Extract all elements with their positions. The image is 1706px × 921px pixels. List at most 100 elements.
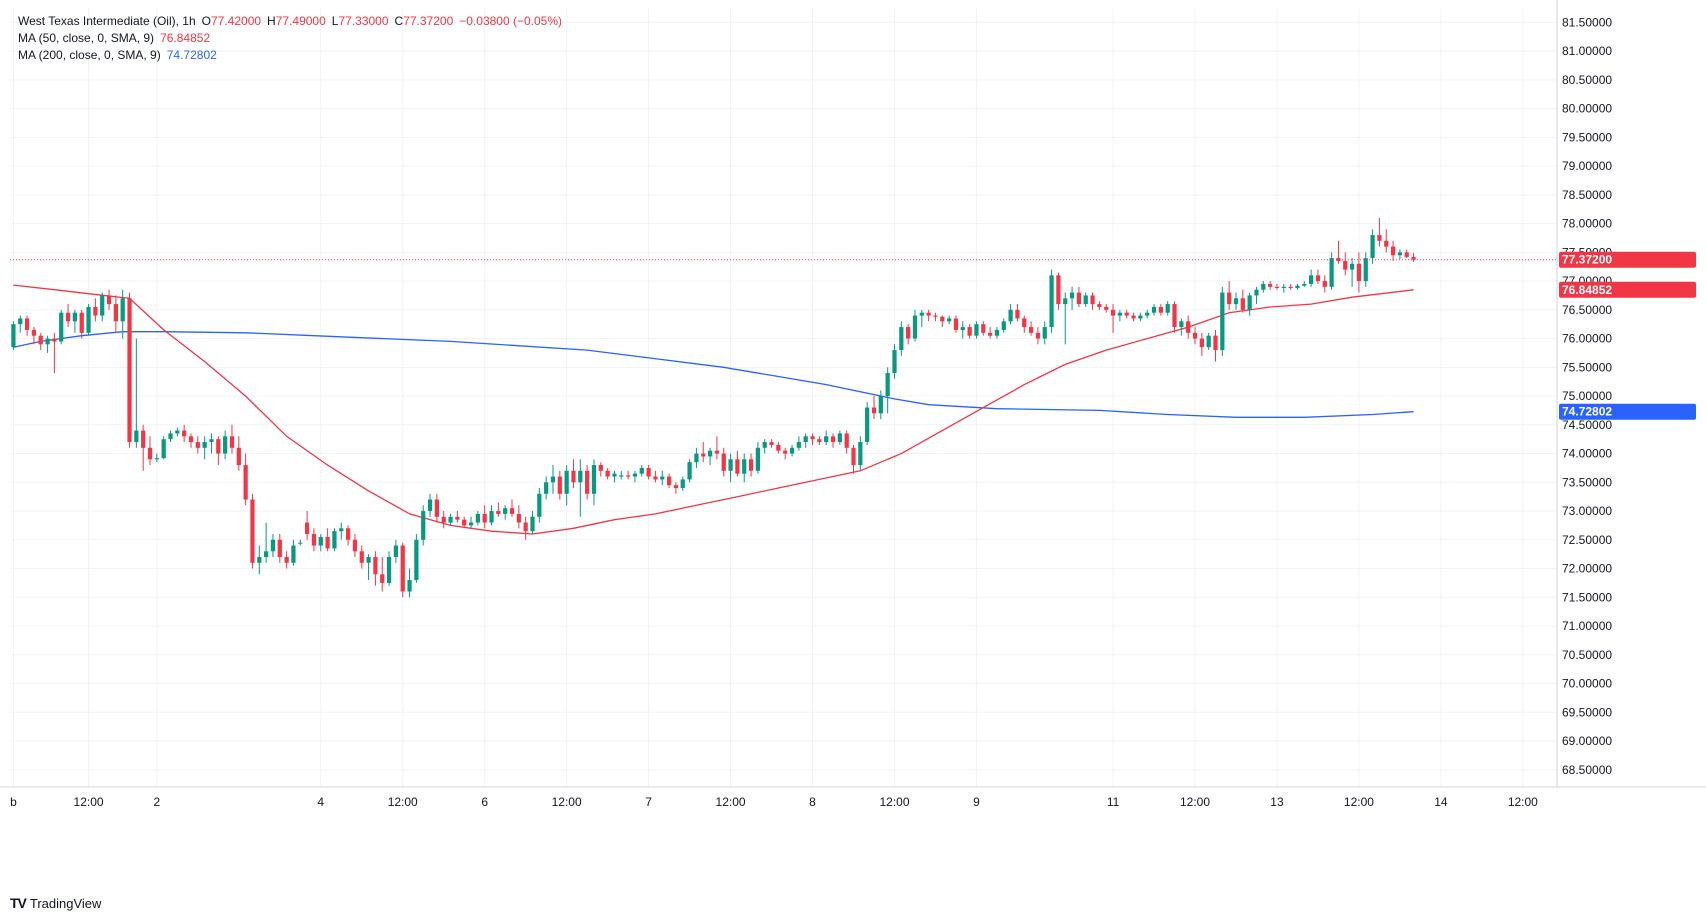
- candle[interactable]: [1083, 292, 1088, 307]
- candle[interactable]: [93, 298, 98, 322]
- candle[interactable]: [448, 513, 453, 526]
- candle[interactable]: [236, 436, 241, 471]
- candle[interactable]: [1090, 292, 1095, 310]
- candle[interactable]: [625, 470, 631, 480]
- candle[interactable]: [987, 327, 993, 339]
- candle[interactable]: [1336, 240, 1341, 264]
- candle[interactable]: [1049, 269, 1054, 333]
- candle[interactable]: [557, 470, 562, 500]
- candle[interactable]: [1110, 304, 1116, 333]
- candle[interactable]: [332, 528, 337, 552]
- candle[interactable]: [223, 430, 228, 460]
- candle[interactable]: [1097, 301, 1102, 310]
- candle[interactable]: [735, 450, 740, 477]
- candle[interactable]: [455, 511, 460, 523]
- candle[interactable]: [86, 304, 91, 336]
- candle[interactable]: [386, 551, 392, 586]
- candle[interactable]: [824, 430, 829, 445]
- candle[interactable]: [1254, 286, 1259, 305]
- candle[interactable]: [1069, 286, 1075, 310]
- candle[interactable]: [598, 462, 603, 477]
- candle[interactable]: [1131, 312, 1136, 322]
- candle[interactable]: [1343, 252, 1348, 276]
- candle[interactable]: [1274, 283, 1280, 290]
- tradingview-brand[interactable]: TV TradingView: [10, 895, 101, 911]
- candle[interactable]: [1042, 321, 1047, 345]
- candle[interactable]: [660, 470, 665, 486]
- candles-series[interactable]: [11, 217, 1416, 598]
- candle[interactable]: [912, 309, 918, 342]
- candle[interactable]: [523, 516, 528, 540]
- candle[interactable]: [974, 321, 979, 339]
- candle[interactable]: [1192, 327, 1198, 345]
- candle[interactable]: [509, 499, 515, 517]
- candle[interactable]: [188, 433, 194, 448]
- candle[interactable]: [906, 324, 911, 345]
- candle[interactable]: [1363, 252, 1368, 287]
- candle[interactable]: [789, 444, 795, 457]
- candle[interactable]: [1370, 229, 1375, 264]
- candle[interactable]: [1356, 252, 1362, 293]
- candle[interactable]: [1281, 283, 1286, 293]
- candle[interactable]: [427, 493, 433, 517]
- candle[interactable]: [1397, 249, 1403, 260]
- candle[interactable]: [284, 551, 289, 569]
- candle[interactable]: [878, 390, 883, 420]
- candle[interactable]: [496, 502, 501, 517]
- candle[interactable]: [1151, 304, 1157, 316]
- candle[interactable]: [1117, 309, 1122, 322]
- candle[interactable]: [585, 465, 590, 500]
- candle[interactable]: [591, 459, 597, 506]
- candle[interactable]: [304, 511, 310, 540]
- candle[interactable]: [1158, 304, 1163, 316]
- candle[interactable]: [653, 470, 658, 483]
- candle[interactable]: [1138, 312, 1143, 322]
- candle[interactable]: [742, 453, 747, 483]
- candle[interactable]: [311, 528, 317, 552]
- candle[interactable]: [216, 436, 221, 466]
- candle[interactable]: [967, 324, 972, 339]
- candle[interactable]: [564, 465, 569, 506]
- candle[interactable]: [728, 453, 733, 483]
- candle[interactable]: [1186, 315, 1191, 339]
- candle[interactable]: [366, 554, 371, 581]
- candle[interactable]: [871, 396, 877, 420]
- candle[interactable]: [1411, 252, 1416, 263]
- candle[interactable]: [1124, 309, 1129, 319]
- candle[interactable]: [1145, 309, 1150, 319]
- candle[interactable]: [666, 473, 672, 489]
- candle[interactable]: [291, 539, 296, 566]
- candle[interactable]: [489, 505, 494, 526]
- time-axis[interactable]: b 12:00 2 4 12:00 6 12:00 7 12:00 8 12:00 9 11 12:00 1…: [0, 786, 1706, 809]
- candle[interactable]: [687, 459, 692, 483]
- candle[interactable]: [141, 424, 146, 471]
- candle[interactable]: [202, 436, 207, 460]
- candle[interactable]: [1213, 329, 1218, 362]
- candle[interactable]: [639, 465, 644, 477]
- candle[interactable]: [981, 321, 986, 336]
- candle[interactable]: [680, 476, 685, 491]
- candle[interactable]: [345, 525, 351, 546]
- candle[interactable]: [1315, 269, 1321, 284]
- candle[interactable]: [1172, 301, 1177, 333]
- candle[interactable]: [796, 436, 801, 451]
- candle[interactable]: [783, 447, 788, 460]
- candle[interactable]: [434, 493, 439, 523]
- candle[interactable]: [1179, 318, 1184, 336]
- candle[interactable]: [776, 442, 781, 454]
- candle[interactable]: [1322, 275, 1327, 293]
- candle[interactable]: [106, 289, 112, 310]
- candle[interactable]: [919, 309, 924, 328]
- candle[interactable]: [769, 439, 774, 448]
- candle[interactable]: [1384, 229, 1389, 253]
- candle[interactable]: [892, 344, 897, 379]
- candle[interactable]: [380, 557, 385, 592]
- candle[interactable]: [1063, 292, 1068, 345]
- candle[interactable]: [1404, 249, 1409, 259]
- candle[interactable]: [646, 465, 651, 480]
- candle[interactable]: [421, 505, 426, 546]
- candle[interactable]: [994, 327, 1000, 339]
- candle[interactable]: [530, 511, 535, 535]
- candle[interactable]: [195, 436, 200, 454]
- candle[interactable]: [571, 459, 576, 489]
